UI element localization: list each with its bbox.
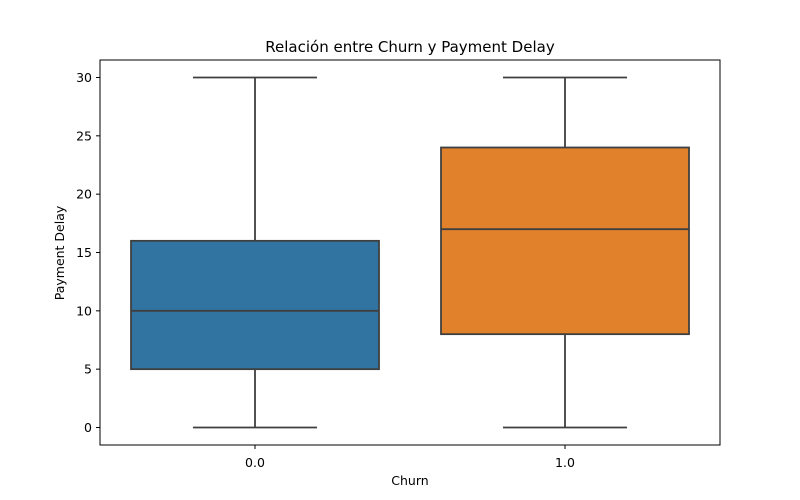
iqr-box [130,239,380,371]
y-tick-label: 10 [76,303,92,318]
x-axis: 0.0 1.0 [245,445,575,470]
x-axis-label: Churn [391,473,428,488]
y-tick-label: 30 [76,70,92,85]
x-tick-label: 1.0 [555,455,575,470]
boxes-group [130,76,690,429]
y-axis-label: Payment Delay [52,205,67,300]
box-1.0 [440,76,690,429]
iqr-box [440,146,690,336]
chart-title: Relación entre Churn y Payment Delay [265,38,555,56]
box-0.0 [130,76,380,429]
x-tick-label: 0.0 [245,455,265,470]
y-tick-label: 20 [76,187,92,202]
y-tick-label: 0 [84,420,92,435]
y-axis: 0 5 10 15 20 25 30 [76,70,100,435]
plot-area-frame [99,59,721,446]
y-tick-label: 25 [76,128,92,143]
y-tick-label: 5 [84,362,92,377]
y-tick-label: 15 [76,245,92,260]
